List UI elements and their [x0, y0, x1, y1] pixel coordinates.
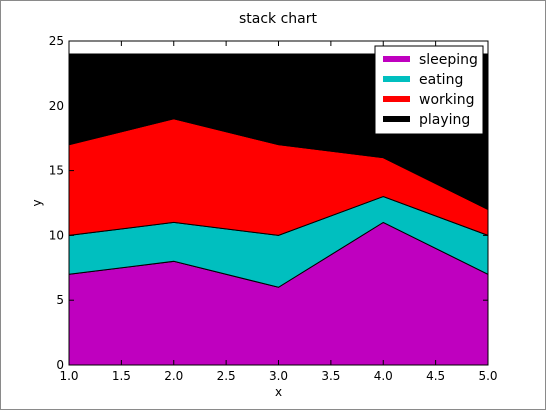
axis-ticks: 1.0 1.5 2.0 2.5 3.0 3.5 4.0 4.5 5.0 0 5 10 15 20 25 — [49, 34, 498, 383]
x-tick-label: 4.0 — [374, 369, 393, 383]
legend-label-playing: playing — [419, 112, 470, 128]
legend-label-sleeping: sleeping — [419, 52, 478, 68]
area-layers — [68, 53, 489, 366]
y-tick-label: 5 — [56, 293, 64, 307]
chart-title: stack chart — [239, 11, 318, 27]
x-tick-label: 1.0 — [59, 369, 78, 383]
x-axis-label: x — [275, 385, 282, 399]
x-tick-label: 4.5 — [426, 369, 445, 383]
x-tick-label: 1.5 — [112, 369, 131, 383]
legend: sleeping eating working playing — [374, 45, 484, 135]
legend-swatch-playing — [383, 116, 410, 122]
x-tick-label: 2.5 — [217, 369, 236, 383]
legend-swatch-working — [383, 96, 410, 102]
x-tick-label: 3.5 — [321, 369, 340, 383]
y-tick-label: 10 — [49, 228, 64, 242]
x-tick-label: 2.0 — [164, 369, 183, 383]
y-tick-label: 20 — [49, 99, 64, 113]
legend-swatch-sleeping — [383, 56, 410, 62]
legend-label-eating: eating — [419, 72, 463, 88]
y-tick-label: 25 — [49, 34, 64, 48]
legend-swatch-eating — [383, 76, 410, 82]
x-tick-label: 3.0 — [269, 369, 288, 383]
y-tick-label: 15 — [49, 164, 64, 178]
legend-label-working: working — [419, 92, 475, 108]
y-axis-label: y — [30, 199, 44, 206]
y-tick-label: 0 — [56, 358, 64, 372]
x-tick-label: 5.0 — [478, 369, 497, 383]
